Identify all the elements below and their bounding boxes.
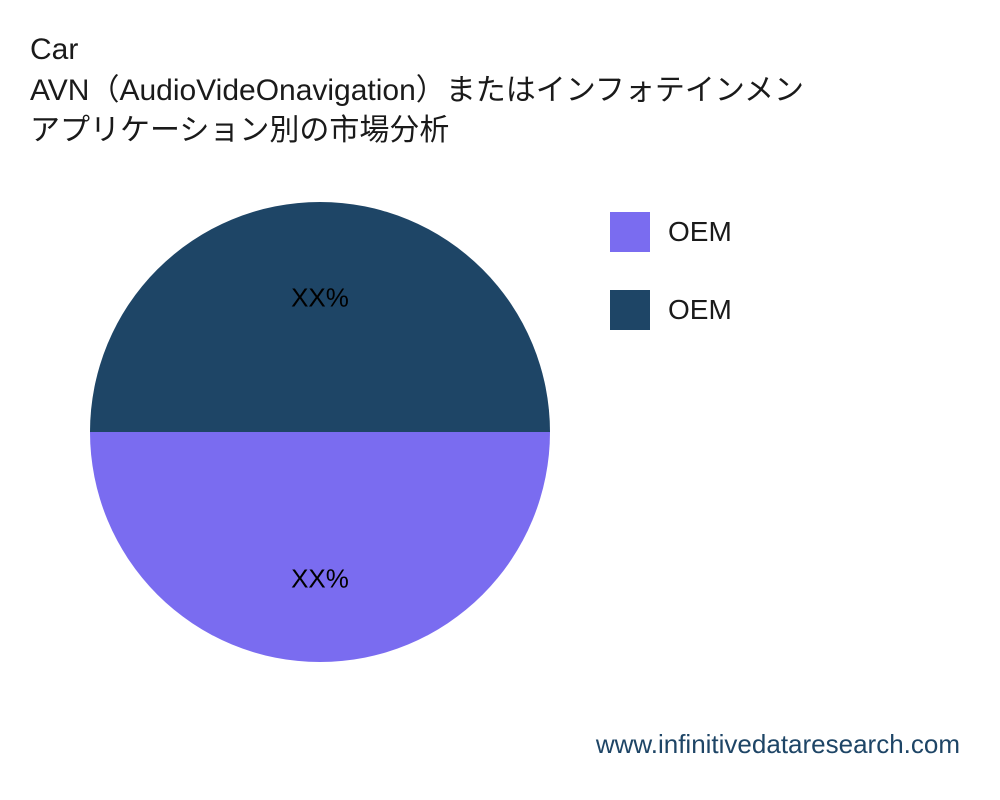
chart-title-block: Car AVN（AudioVideOnavigation）またはインフォテインメ… [30, 30, 970, 152]
legend-swatch-1 [610, 290, 650, 330]
title-line-1: Car [30, 30, 970, 71]
legend-item-0: OEM [610, 212, 732, 252]
legend: OEM OEM [610, 212, 732, 330]
chart-area: XX% XX% OEM OEM [30, 182, 970, 742]
pie-slice-label-bottom: XX% [291, 563, 349, 594]
legend-swatch-0 [610, 212, 650, 252]
legend-label-0: OEM [668, 216, 732, 248]
chart-container: Car AVN（AudioVideOnavigation）またはインフォテインメ… [0, 0, 1000, 800]
legend-label-1: OEM [668, 294, 732, 326]
title-line-3: アプリケーション別の市場分析 [30, 111, 970, 152]
legend-item-1: OEM [610, 290, 732, 330]
title-line-2: AVN（AudioVideOnavigation）またはインフォテインメン [30, 71, 970, 112]
footer-link[interactable]: www.infinitivedataresearch.com [596, 729, 960, 760]
pie-chart: XX% XX% [90, 202, 550, 662]
pie-slice-label-top: XX% [291, 283, 349, 314]
